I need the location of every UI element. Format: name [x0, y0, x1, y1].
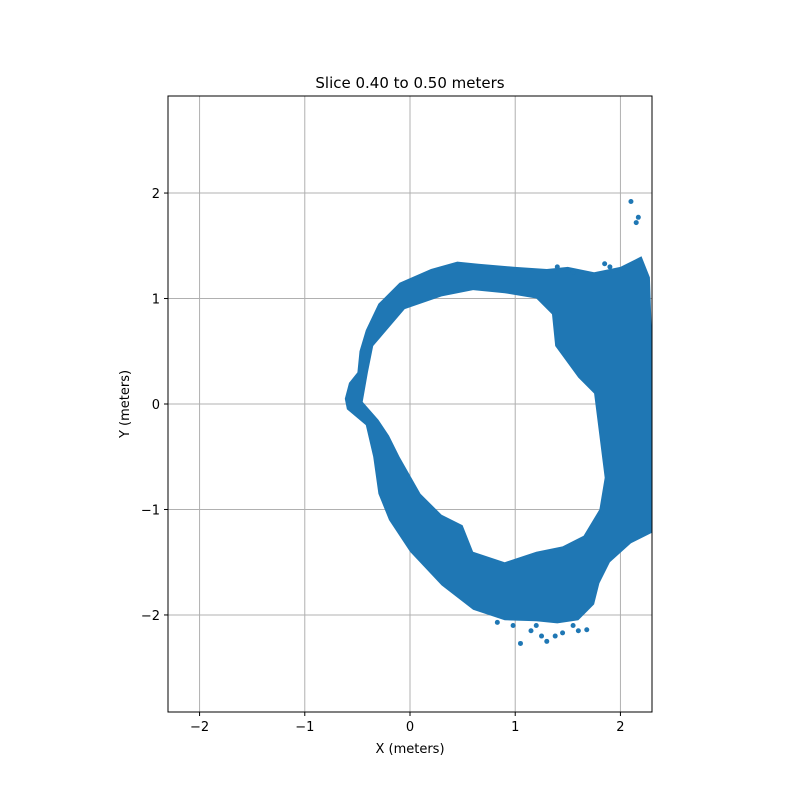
data-layer [344, 198, 652, 646]
x-tick-label: 0 [406, 720, 414, 735]
scatter-point [539, 633, 545, 639]
y-tick-label: 0 [152, 398, 160, 413]
scatter-point [510, 623, 516, 629]
chart-title: Slice 0.40 to 0.50 meters [315, 74, 504, 92]
scatter-point [494, 619, 500, 625]
scatter-point [633, 220, 639, 226]
scatter-point [560, 630, 566, 636]
scatter-point [635, 214, 641, 220]
x-axis: −2 −1 0 1 2 [190, 712, 625, 735]
scatter-point [575, 628, 581, 634]
x-tick-label: −2 [190, 720, 209, 735]
x-axis-label: X (meters) [375, 742, 444, 757]
y-axis: 2 1 0 −1 −2 [141, 187, 168, 624]
scatter-point [552, 633, 558, 639]
scatter-point [607, 264, 613, 270]
scatter-point [602, 261, 608, 267]
point-cloud-band [344, 256, 652, 624]
x-tick-label: 1 [511, 720, 519, 735]
scatter-point [554, 264, 560, 270]
y-tick-label: −1 [141, 503, 160, 518]
y-tick-label: 1 [152, 293, 160, 308]
y-tick-label: 2 [152, 187, 160, 202]
scatter-point [628, 198, 634, 204]
scatter-point [517, 640, 523, 646]
x-tick-label: −1 [295, 720, 314, 735]
scatter-point [533, 623, 539, 629]
scatter-point [544, 638, 550, 644]
scatter-point [570, 623, 576, 629]
y-tick-label: −2 [141, 609, 160, 624]
scatter-point [584, 627, 590, 633]
x-tick-label: 2 [616, 720, 624, 735]
scatter-point [570, 269, 576, 275]
scatter-point [528, 628, 534, 634]
y-axis-label: Y (meters) [118, 370, 133, 439]
